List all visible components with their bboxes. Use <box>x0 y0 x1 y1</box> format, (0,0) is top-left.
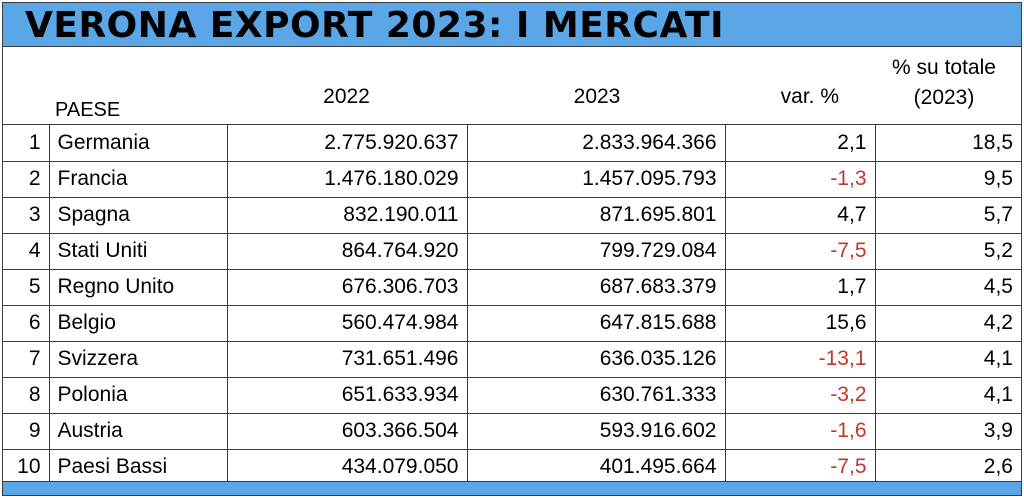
cell-value-2022: 2.775.920.637 <box>226 125 468 162</box>
table-row: 10 Paesi Bassi 434.079.050 401.495.664 -7,5 2… <box>3 448 1021 486</box>
cell-country: Svizzera <box>48 340 228 378</box>
cell-value-2022: 1.476.180.029 <box>226 160 468 198</box>
cell-rank: 5 <box>3 268 50 306</box>
cell-value-2023: 401.495.664 <box>466 448 726 486</box>
cell-variation: 15,6 <box>724 304 876 342</box>
table-row: 6 Belgio 560.474.984 647.815.688 15,6 4,2 <box>3 304 1021 342</box>
cell-share: 2,6 <box>874 448 1021 486</box>
title-bar: VERONA EXPORT 2023: I MERCATI <box>3 3 1021 47</box>
cell-country: Paesi Bassi <box>48 448 228 486</box>
cell-value-2022: 832.190.011 <box>226 196 468 234</box>
cell-share: 9,5 <box>874 160 1021 198</box>
cell-share: 5,7 <box>874 196 1021 234</box>
cell-value-2022: 864.764.920 <box>226 232 468 270</box>
header-share-line2: (2023) <box>913 86 975 109</box>
cell-value-2023: 2.833.964.366 <box>466 125 726 162</box>
cell-rank: 4 <box>3 232 50 270</box>
cell-country: Polonia <box>48 376 228 414</box>
table-row: 4 Stati Uniti 864.764.920 799.729.084 -7,5 5,… <box>3 232 1021 270</box>
cell-value-2022: 603.366.504 <box>226 412 468 450</box>
page-title: VERONA EXPORT 2023: I MERCATI <box>25 5 724 46</box>
cell-variation: 1,7 <box>724 268 876 306</box>
cell-value-2023: 871.695.801 <box>466 196 726 234</box>
table-row: 1 Germania 2.775.920.637 2.833.964.366 2,1 18… <box>3 125 1021 162</box>
cell-variation: 2,1 <box>724 125 876 162</box>
cell-value-2022: 434.079.050 <box>226 448 468 486</box>
cell-value-2022: 676.306.703 <box>226 268 468 306</box>
cell-share: 4,2 <box>874 304 1021 342</box>
cell-variation: 4,7 <box>724 196 876 234</box>
cell-rank: 7 <box>3 340 50 378</box>
header-share-line1: % su totale <box>892 56 996 79</box>
table-header: PAESE 2022 2023 var. % % su totale (2023… <box>3 47 1021 125</box>
cell-rank: 1 <box>3 125 50 162</box>
header-variation: var. % <box>780 85 839 108</box>
cell-country: Belgio <box>48 304 228 342</box>
markets-table: 1 Germania 2.775.920.637 2.833.964.366 2,1 18… <box>3 125 1021 486</box>
cell-value-2022: 560.474.984 <box>226 304 468 342</box>
cell-variation: -3,2 <box>724 376 876 414</box>
markets-table-body: 1 Germania 2.775.920.637 2.833.964.366 2,1 18… <box>3 125 1021 486</box>
cell-country: Stati Uniti <box>48 232 228 270</box>
cell-value-2023: 636.035.126 <box>466 340 726 378</box>
header-2023: 2023 <box>573 85 621 108</box>
table-row: 3 Spagna 832.190.011 871.695.801 4,7 5,7 <box>3 196 1021 234</box>
cell-value-2022: 731.651.496 <box>226 340 468 378</box>
cell-variation: -1,3 <box>724 160 876 198</box>
cell-share: 5,2 <box>874 232 1021 270</box>
cell-rank: 8 <box>3 376 50 414</box>
cell-share: 4,1 <box>874 340 1021 378</box>
cell-share: 3,9 <box>874 412 1021 450</box>
cell-value-2022: 651.633.934 <box>226 376 468 414</box>
cell-share: 18,5 <box>874 125 1021 162</box>
cell-value-2023: 799.729.084 <box>466 232 726 270</box>
cell-value-2023: 1.457.095.793 <box>466 160 726 198</box>
cell-variation: -7,5 <box>724 232 876 270</box>
cell-rank: 9 <box>3 412 50 450</box>
cell-value-2023: 687.683.379 <box>466 268 726 306</box>
cell-rank: 6 <box>3 304 50 342</box>
cell-country: Germania <box>48 125 228 162</box>
header-share: % su totale (2023) <box>865 53 1023 113</box>
table-row: 8 Polonia 651.633.934 630.761.333 -3,2 4,1 <box>3 376 1021 414</box>
cell-country: Austria <box>48 412 228 450</box>
cell-share: 4,1 <box>874 376 1021 414</box>
cell-variation: -7,5 <box>724 448 876 486</box>
cell-country: Regno Unito <box>48 268 228 306</box>
header-2022: 2022 <box>323 85 370 108</box>
cell-value-2023: 647.815.688 <box>466 304 726 342</box>
bottom-bar <box>3 481 1021 495</box>
table-row: 2 Francia 1.476.180.029 1.457.095.793 -1,3 9,… <box>3 160 1021 198</box>
cell-rank: 2 <box>3 160 50 198</box>
cell-value-2023: 593.916.602 <box>466 412 726 450</box>
table-row: 9 Austria 603.366.504 593.916.602 -1,6 3,9 <box>3 412 1021 450</box>
cell-rank: 3 <box>3 196 50 234</box>
cell-variation: -13,1 <box>724 340 876 378</box>
header-country: PAESE <box>55 99 121 121</box>
table-row: 7 Svizzera 731.651.496 636.035.126 -13,1 4,1 <box>3 340 1021 378</box>
cell-country: Spagna <box>48 196 228 234</box>
cell-share: 4,5 <box>874 268 1021 306</box>
cell-variation: -1,6 <box>724 412 876 450</box>
table-row: 5 Regno Unito 676.306.703 687.683.379 1,7 4,5 <box>3 268 1021 306</box>
cell-country: Francia <box>48 160 228 198</box>
cell-value-2023: 630.761.333 <box>466 376 726 414</box>
cell-rank: 10 <box>3 448 50 486</box>
